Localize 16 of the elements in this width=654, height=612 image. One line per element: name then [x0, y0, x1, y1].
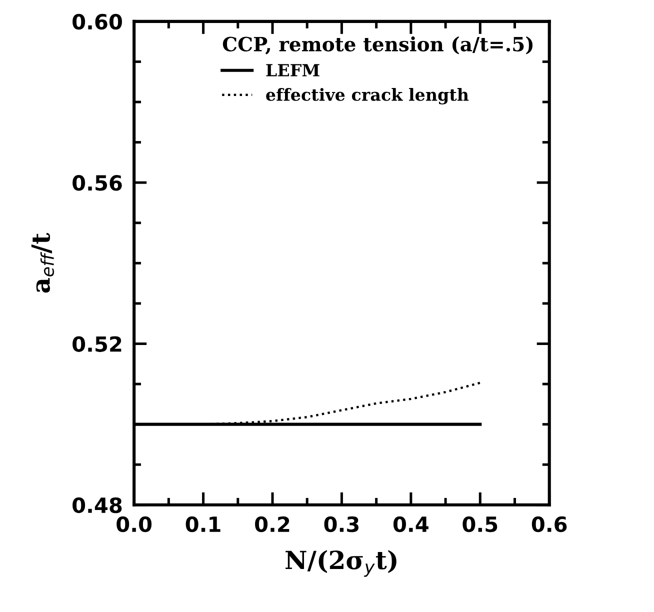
y-tick-label: 0.48	[72, 497, 122, 514]
legend-label: effective crack length	[266, 88, 469, 104]
x-tick-label: 0.5	[462, 516, 498, 532]
x-tick-label: 0.3	[324, 516, 359, 532]
y-tick-label: 0.60	[72, 14, 122, 30]
x-tick-label: 0.0	[116, 516, 152, 532]
x-tick-label: 0.6	[532, 516, 567, 532]
y-tick-label: 0.52	[72, 336, 122, 352]
y-axis-title: a$_{eff}$/t	[31, 232, 54, 293]
x-tick-label: 0.1	[186, 516, 220, 532]
legend-label: LEFM	[266, 64, 320, 76]
x-tick-label: 0.2	[255, 516, 290, 532]
x-axis-title: N/(2σ$_{y}$t)	[286, 550, 396, 577]
legend-title: CCP, remote tension (a/t=.5)	[222, 36, 533, 54]
y-tick-label: 0.56	[72, 175, 122, 191]
x-tick-label: 0.4	[393, 516, 428, 532]
